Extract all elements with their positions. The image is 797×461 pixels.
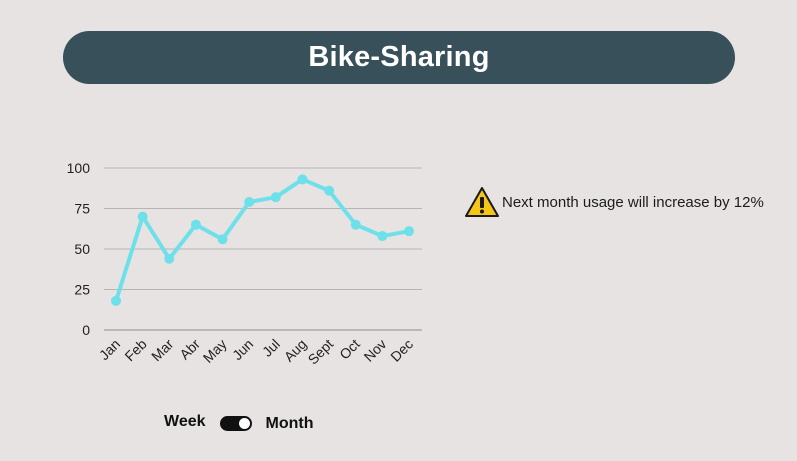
data-point-may bbox=[217, 234, 228, 245]
x-tick-label: Mar bbox=[148, 336, 177, 365]
x-tick-label: Abr bbox=[176, 336, 203, 363]
x-tick-label: Nov bbox=[361, 336, 390, 365]
x-tick-label: Feb bbox=[121, 336, 150, 365]
series-line bbox=[114, 177, 411, 303]
x-tick-label: Jun bbox=[229, 336, 256, 363]
y-tick-label: 50 bbox=[74, 241, 90, 257]
insight-text: Next month usage will increase by 12% bbox=[502, 193, 764, 211]
data-point-dec bbox=[404, 226, 414, 237]
data-point-abr bbox=[190, 219, 201, 230]
data-point-jul bbox=[270, 192, 281, 203]
x-tick-label: Dec bbox=[387, 336, 416, 365]
data-point-nov bbox=[377, 231, 388, 242]
x-tick-label: Oct bbox=[336, 336, 363, 363]
switch-knob bbox=[238, 417, 250, 429]
x-tick-label: Aug bbox=[281, 336, 310, 365]
page-title: Bike-Sharing bbox=[308, 41, 490, 73]
week-month-switch[interactable] bbox=[219, 415, 252, 431]
data-point-jun bbox=[244, 197, 255, 208]
data-point-sept bbox=[324, 185, 335, 196]
x-tick-label: May bbox=[200, 336, 230, 366]
x-tick-label: Jan bbox=[96, 336, 123, 363]
y-tick-label: 0 bbox=[82, 322, 90, 338]
warning-icon bbox=[465, 187, 499, 217]
x-tick-label: Sept bbox=[305, 336, 337, 368]
data-point-aug bbox=[297, 174, 308, 185]
period-toggle: Week Month bbox=[164, 411, 314, 433]
data-point-mar bbox=[164, 253, 175, 264]
toggle-label-week[interactable]: Week bbox=[164, 413, 206, 430]
y-tick-label: 25 bbox=[74, 282, 90, 298]
insight-callout: Next month usage will increase by 12% bbox=[464, 186, 764, 218]
data-point-feb bbox=[137, 211, 148, 222]
toggle-label-month[interactable]: Month bbox=[265, 415, 314, 432]
data-point-jan bbox=[111, 295, 121, 306]
y-tick-label: 100 bbox=[67, 160, 91, 176]
y-tick-label: 75 bbox=[74, 201, 90, 217]
data-point-oct bbox=[350, 219, 361, 230]
x-tick-label: Jul bbox=[259, 336, 283, 360]
title-bar: Bike-Sharing bbox=[63, 31, 735, 84]
